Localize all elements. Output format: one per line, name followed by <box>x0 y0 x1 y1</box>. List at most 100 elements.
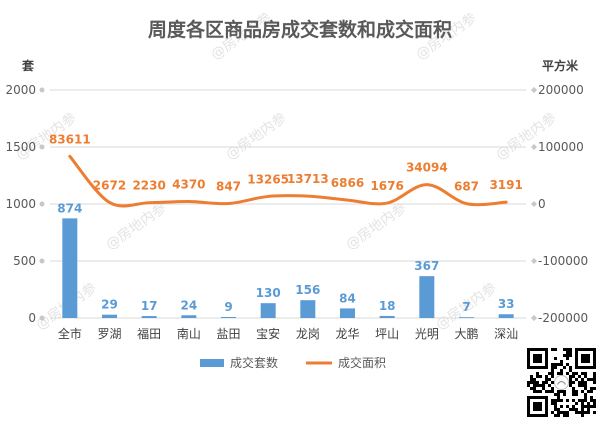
line-value-label: 83611 <box>49 132 91 146</box>
x-tick-label: 宝安 <box>256 326 280 341</box>
watermark-text: @房地内参 <box>103 199 170 253</box>
qr-module <box>572 405 575 408</box>
qr-module <box>536 381 539 384</box>
qr-module <box>536 390 539 393</box>
qr-module <box>554 348 557 351</box>
qr-module <box>551 366 554 369</box>
bar-盐田 <box>221 316 236 318</box>
x-tick-label: 全市 <box>58 326 82 341</box>
qr-module <box>554 357 557 360</box>
bar-series <box>62 218 514 318</box>
qr-module <box>569 408 572 411</box>
qr-module <box>587 402 590 405</box>
qr-module <box>563 414 566 417</box>
qr-module <box>563 366 566 369</box>
qr-module <box>569 375 572 378</box>
qr-module <box>530 378 533 381</box>
qr-module <box>566 348 569 351</box>
x-tick-label: 福田 <box>137 326 161 341</box>
qr-module <box>581 390 584 393</box>
y-right-tick-marker <box>531 258 537 264</box>
qr-module <box>572 387 575 390</box>
qr-module <box>560 390 563 393</box>
qr-module <box>566 363 569 366</box>
qr-module <box>569 351 572 354</box>
line-value-label: 3191 <box>489 178 522 192</box>
y-right-tick-marker <box>531 144 537 150</box>
bar-value-label: 18 <box>379 299 396 313</box>
qr-module <box>569 366 572 369</box>
qr-module <box>593 372 596 375</box>
qr-module <box>575 390 578 393</box>
qr-module <box>590 399 593 402</box>
qr-module <box>584 387 587 390</box>
qr-module <box>584 396 587 399</box>
bar-大鹏 <box>459 317 474 318</box>
y-right-tick-label: 0 <box>538 197 546 211</box>
qr-module <box>551 402 554 405</box>
x-tick-label: 罗湖 <box>97 326 121 341</box>
qr-module <box>551 375 554 378</box>
y-right-tick-marker <box>531 315 537 321</box>
line-value-label: 34094 <box>406 161 448 175</box>
qr-module <box>566 414 569 417</box>
line-path <box>68 154 508 208</box>
qr-module <box>581 372 584 375</box>
bar-data-labels: 874 29 17 24 9 130 156 84 18 367 7 33 <box>57 201 514 314</box>
y-right-tick-label: -200000 <box>538 311 588 325</box>
qr-module <box>578 399 581 402</box>
qr-module <box>566 354 569 357</box>
qr-module <box>569 369 572 372</box>
x-tick-label: 坪山 <box>375 327 399 341</box>
qr-module <box>593 399 596 402</box>
qr-module <box>542 381 545 384</box>
qr-module <box>554 399 557 402</box>
qr-module <box>572 408 575 411</box>
qr-module <box>581 405 584 408</box>
bar-value-label: 17 <box>141 299 158 313</box>
qr-finder-core <box>581 354 590 363</box>
y-left-tick-label: 0 <box>28 311 36 325</box>
bar-value-label: 24 <box>180 298 197 312</box>
qr-module <box>539 375 542 378</box>
qr-module <box>554 366 557 369</box>
qr-module <box>554 363 557 366</box>
line-value-label: 847 <box>216 180 241 194</box>
qr-module <box>566 372 569 375</box>
qr-module <box>533 387 536 390</box>
qr-module <box>578 381 581 384</box>
qr-module <box>557 390 560 393</box>
qr-module <box>545 390 548 393</box>
bar-全市 <box>62 218 78 318</box>
line-value-label: 13265 <box>247 172 289 186</box>
line-value-label: 13713 <box>287 172 329 186</box>
bar-福田 <box>141 316 157 318</box>
qr-module <box>551 399 554 402</box>
y-left-tick-label: 2000 <box>5 83 36 97</box>
bar-value-label: 156 <box>295 283 320 297</box>
qr-module <box>569 354 572 357</box>
qr-module <box>581 384 584 387</box>
bar-深汕 <box>498 314 514 318</box>
x-tick-label: 盐田 <box>216 327 240 341</box>
qr-module <box>575 402 578 405</box>
qr-module <box>575 411 578 414</box>
y-left-tick-label: 500 <box>13 254 36 268</box>
qr-module <box>560 399 563 402</box>
qr-module <box>572 390 575 393</box>
qr-module <box>536 375 539 378</box>
bar-value-label: 29 <box>101 298 118 312</box>
qr-module <box>551 390 554 393</box>
qr-module <box>578 384 581 387</box>
qr-module <box>581 402 584 405</box>
qr-module <box>539 390 542 393</box>
qr-module <box>557 408 560 411</box>
qr-module <box>536 372 539 375</box>
qr-module <box>560 372 563 375</box>
qr-module <box>530 387 533 390</box>
qr-module <box>572 399 575 402</box>
qr-module <box>578 411 581 414</box>
y-right-tick-marker <box>531 87 537 93</box>
qr-module <box>593 411 596 414</box>
bar-value-label: 33 <box>498 297 515 311</box>
